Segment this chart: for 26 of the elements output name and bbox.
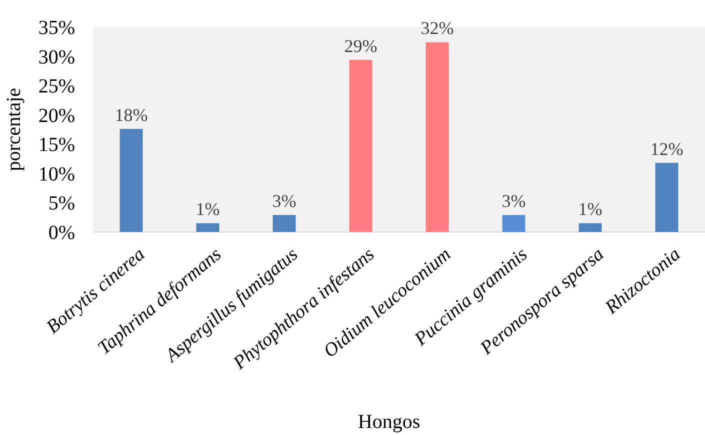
- bar: [578, 223, 602, 232]
- bar: [502, 215, 526, 232]
- data-label: 3%: [502, 191, 526, 212]
- bar: [196, 223, 220, 232]
- data-label: 1%: [196, 199, 220, 220]
- bar: [655, 162, 678, 232]
- y-tick-label: 15%: [38, 134, 75, 156]
- bar: [426, 42, 449, 232]
- y-tick-label: 10%: [38, 163, 75, 186]
- bar: [349, 60, 372, 232]
- data-label: 32%: [420, 18, 454, 38]
- y-tick-label: 0%: [48, 222, 75, 244]
- y-tick-label: 25%: [38, 76, 75, 98]
- x-axis-title: Hongos: [358, 411, 420, 433]
- y-tick-label: 30%: [38, 46, 75, 68]
- y-axis-title: porcentaje: [3, 88, 25, 172]
- data-label: 29%: [344, 36, 378, 56]
- data-label: 1%: [578, 199, 602, 220]
- y-tick-label: 5%: [48, 192, 75, 215]
- y-tick-label: 20%: [38, 104, 75, 127]
- bar: [120, 128, 143, 232]
- data-label: 12%: [650, 138, 684, 159]
- data-label: 3%: [272, 191, 296, 212]
- y-tick-label: 35%: [38, 17, 75, 39]
- bar: [272, 215, 296, 232]
- data-label: 18%: [114, 104, 148, 125]
